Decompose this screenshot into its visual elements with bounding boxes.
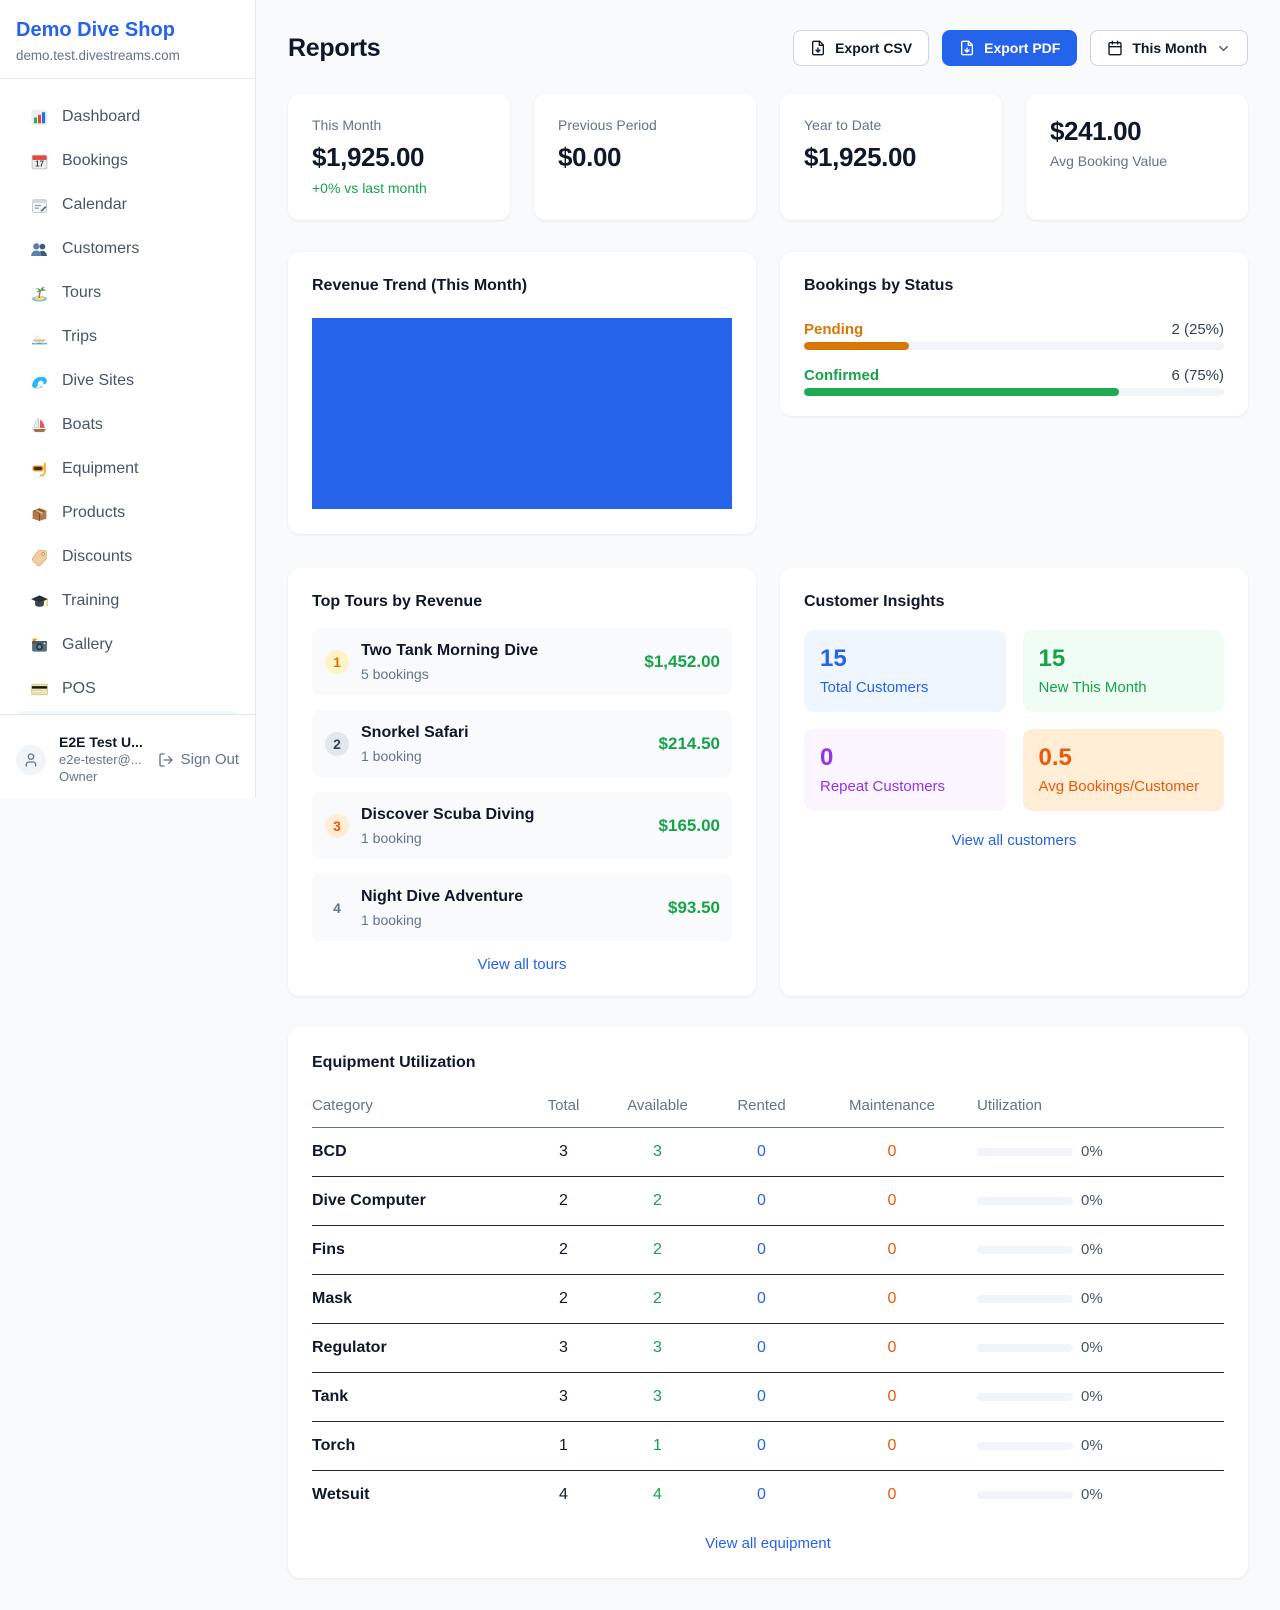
svg-text:17: 17 [35, 159, 44, 168]
